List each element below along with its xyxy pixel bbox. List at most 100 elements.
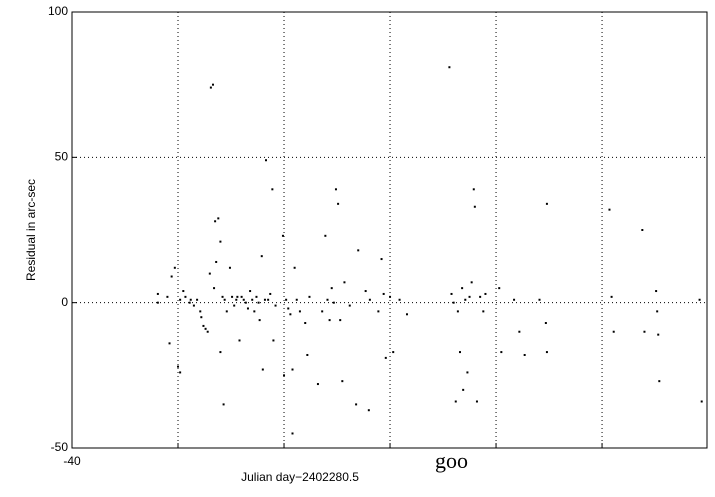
- point: [257, 301, 260, 304]
- point: [448, 66, 451, 69]
- point: [545, 202, 548, 205]
- point: [196, 298, 199, 301]
- point: [612, 330, 615, 333]
- point: [170, 275, 173, 278]
- point: [321, 310, 324, 313]
- point: [608, 208, 611, 211]
- point: [260, 255, 263, 258]
- point: [291, 368, 294, 371]
- point: [380, 258, 383, 261]
- point: [156, 292, 159, 295]
- point: [258, 319, 261, 322]
- point: [289, 313, 292, 316]
- point: [544, 322, 547, 325]
- point: [242, 298, 245, 301]
- point: [466, 371, 469, 374]
- y-tick-label: 50: [55, 150, 69, 164]
- point: [523, 353, 526, 356]
- point: [200, 316, 203, 319]
- point: [405, 313, 408, 316]
- point: [177, 365, 180, 368]
- point: [328, 319, 331, 322]
- point: [484, 292, 487, 295]
- y-tick-label: -50: [51, 440, 69, 454]
- point: [295, 298, 298, 301]
- point: [199, 310, 202, 313]
- point: [238, 339, 241, 342]
- point: [208, 272, 211, 275]
- point: [339, 319, 342, 322]
- point: [334, 188, 337, 191]
- point: [269, 292, 272, 295]
- point: [246, 307, 249, 310]
- point: [182, 290, 185, 293]
- point: [219, 351, 222, 354]
- point: [202, 324, 205, 327]
- point: [308, 295, 311, 298]
- point: [215, 260, 218, 263]
- point: [184, 295, 187, 298]
- point: [255, 295, 258, 298]
- point: [655, 290, 658, 293]
- point: [377, 310, 380, 313]
- point: [228, 266, 231, 269]
- point: [192, 304, 195, 307]
- point: [271, 188, 274, 191]
- point: [384, 356, 387, 359]
- point: [263, 298, 266, 301]
- point: [343, 281, 346, 284]
- y-axis-label: Residual in arc-sec: [24, 179, 38, 281]
- point: [251, 298, 254, 301]
- point: [235, 298, 238, 301]
- point: [188, 301, 191, 304]
- point: [249, 290, 252, 293]
- point: [168, 342, 171, 345]
- y-tick-label: 0: [61, 295, 68, 309]
- point: [456, 310, 459, 313]
- point: [450, 292, 453, 295]
- point: [324, 234, 327, 237]
- point: [306, 353, 309, 356]
- point: [392, 351, 395, 354]
- point: [643, 330, 646, 333]
- point: [287, 307, 290, 310]
- point: [283, 374, 286, 377]
- point: [285, 298, 288, 301]
- x-tick-label: -40: [63, 454, 81, 468]
- point: [472, 188, 475, 191]
- point: [274, 304, 277, 307]
- point: [470, 281, 473, 284]
- point: [658, 380, 661, 383]
- point: [452, 301, 455, 304]
- point: [304, 322, 307, 325]
- point: [473, 205, 476, 208]
- point: [240, 295, 243, 298]
- point: [281, 234, 284, 237]
- point: [173, 266, 176, 269]
- point: [211, 83, 214, 86]
- point: [482, 310, 485, 313]
- point: [462, 388, 465, 391]
- point: [179, 298, 182, 301]
- point: [156, 301, 159, 304]
- point: [219, 240, 222, 243]
- point: [166, 295, 169, 298]
- point: [610, 295, 613, 298]
- point: [231, 295, 234, 298]
- x-tick-label: goo: [435, 448, 468, 473]
- point: [326, 298, 329, 301]
- point: [179, 371, 182, 374]
- point: [398, 298, 401, 301]
- point: [293, 266, 296, 269]
- point: [348, 304, 351, 307]
- point: [368, 298, 371, 301]
- point: [641, 229, 644, 231]
- point: [223, 298, 226, 301]
- point: [479, 295, 482, 298]
- point: [468, 295, 471, 298]
- point: [233, 304, 236, 307]
- point: [225, 310, 228, 313]
- point: [244, 301, 247, 304]
- point: [498, 287, 501, 290]
- plot-frame: [71, 11, 708, 449]
